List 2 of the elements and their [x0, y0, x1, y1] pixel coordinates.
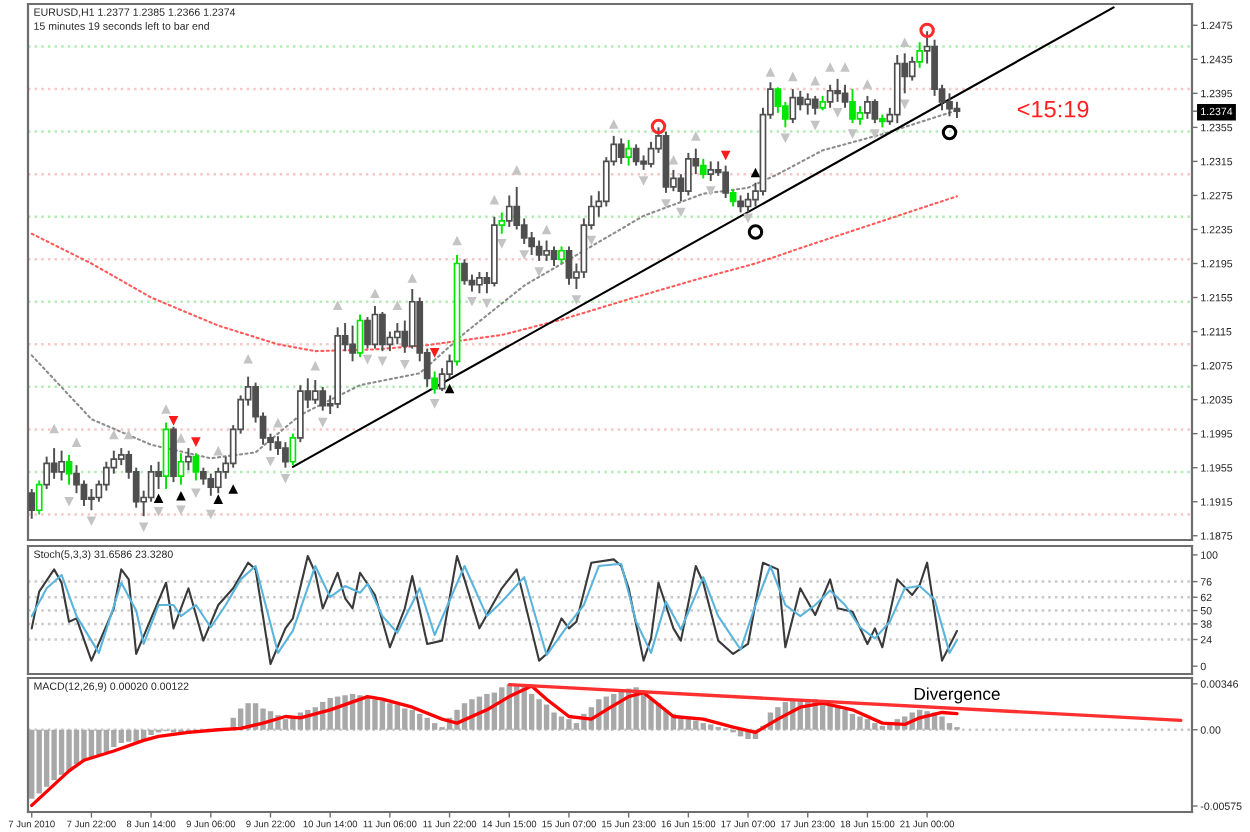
- annotation: Divergence: [914, 687, 1000, 704]
- annotation: <15:19: [1017, 100, 1089, 118]
